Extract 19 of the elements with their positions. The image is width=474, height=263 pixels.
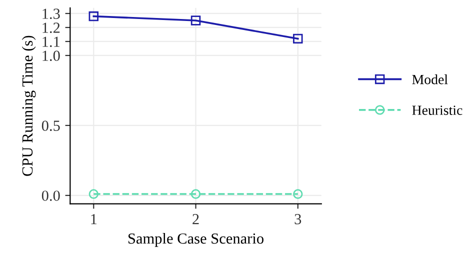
y-tick-label: 0.5	[42, 120, 60, 131]
y-tick-label: 1.0	[42, 50, 60, 61]
x-tick-label: 2	[192, 214, 199, 224]
x-tick-label: 3	[294, 214, 302, 224]
point	[293, 189, 303, 199]
x-tick-label: 1	[91, 214, 97, 224]
legend-label: Heuristic	[412, 106, 462, 115]
y-tick-label: 0.0	[42, 190, 60, 201]
y-tick-label: 1.3	[42, 8, 60, 20]
y-tick-label: 1.2	[42, 22, 60, 33]
y-tick-label: 1.1	[42, 36, 60, 47]
point	[190, 16, 201, 26]
point	[293, 34, 303, 44]
point	[88, 189, 98, 199]
legend-label: Model	[412, 74, 448, 84]
point	[88, 11, 98, 22]
point	[190, 189, 201, 199]
x-axis-title: Sample Case Scenario	[128, 232, 264, 247]
y-axis-title: CPU Running Time (s)	[22, 36, 36, 176]
